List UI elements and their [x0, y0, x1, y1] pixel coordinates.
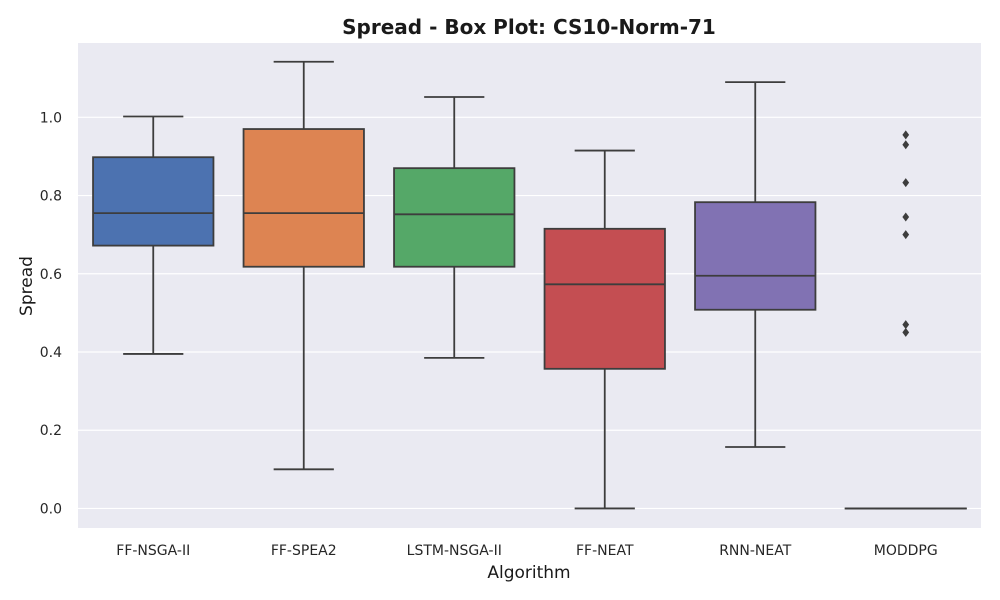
y-tick-label: 0.6 — [40, 267, 62, 283]
y-tick-label: 0.2 — [40, 423, 62, 439]
chart-title: Spread - Box Plot: CS10-Norm-71 — [342, 15, 716, 39]
y-axis-label: Spread — [17, 256, 37, 316]
outlier-point — [902, 178, 910, 188]
box-ff-nsga-ii — [92, 115, 215, 355]
iqr-box — [543, 227, 666, 370]
outlier-point — [902, 327, 910, 337]
x-axis-label: Algorithm — [487, 563, 570, 583]
iqr-box — [694, 201, 817, 311]
x-tick-label: FF-SPEA2 — [271, 543, 337, 559]
outlier-point — [902, 230, 910, 240]
x-tick-label: RNN-NEAT — [719, 543, 792, 559]
y-tick-labels: 0.0 0.2 0.4 0.6 0.8 1.0 — [40, 110, 62, 517]
outlier-point — [902, 320, 910, 330]
x-tick-label: FF-NSGA-II — [116, 543, 190, 559]
box-ff-spea2 — [242, 60, 365, 471]
y-tick-label: 0.8 — [40, 189, 62, 205]
y-tick-label: 1.0 — [40, 110, 62, 126]
gridlines — [78, 116, 981, 510]
plot-area — [78, 43, 981, 528]
iqr-box — [92, 156, 215, 247]
box-ff-neat — [543, 149, 666, 510]
outlier-point — [902, 130, 910, 140]
y-tick-label: 0.0 — [40, 501, 62, 517]
x-tick-label: FF-NEAT — [576, 543, 634, 559]
iqr-box — [393, 167, 516, 268]
y-tick-label: 0.4 — [40, 345, 62, 361]
box-rnn-neat — [694, 81, 817, 448]
box-lstm-nsga-ii — [393, 96, 516, 359]
box-moddpg — [844, 130, 967, 510]
boxes — [92, 60, 967, 510]
x-tick-labels: FF-NSGA-II FF-SPEA2 LSTM-NSGA-II FF-NEAT RNN… — [116, 543, 937, 559]
x-tick-label: MODDPG — [874, 543, 938, 559]
iqr-box — [242, 128, 365, 268]
outlier-point — [902, 212, 910, 222]
outlier-point — [902, 140, 910, 150]
x-tick-label: LSTM-NSGA-II — [407, 543, 502, 559]
